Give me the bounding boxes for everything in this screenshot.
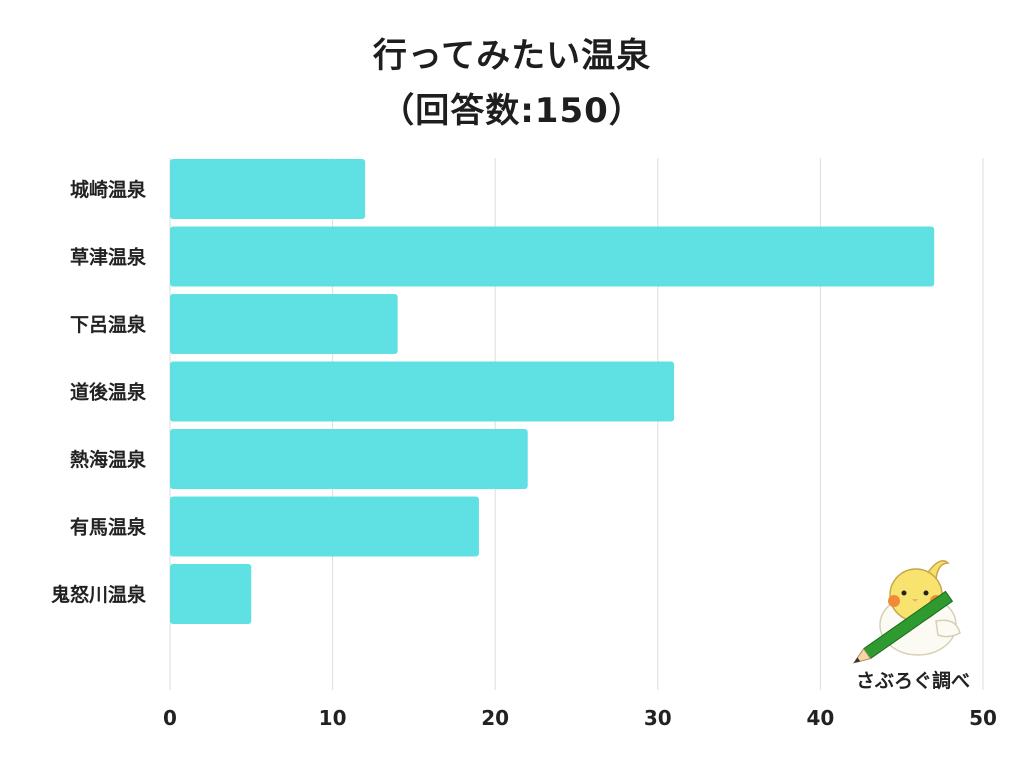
x-tick-label: 30: [644, 706, 672, 730]
category-label: 下呂温泉: [70, 313, 147, 336]
source-credit: さぶろぐ調べ: [855, 670, 970, 692]
bar: [170, 564, 252, 624]
bar: [170, 429, 528, 489]
bar: [170, 294, 398, 354]
x-tick-label: 10: [319, 706, 347, 730]
category-label: 道後温泉: [70, 381, 147, 404]
bird-mascot-icon: [852, 560, 961, 664]
category-label: 有馬温泉: [70, 516, 147, 539]
x-tick-label: 20: [481, 706, 509, 730]
bar: [170, 361, 675, 422]
x-tick-label: 40: [806, 706, 834, 730]
bar: [170, 226, 935, 287]
category-label: 熱海温泉: [70, 448, 147, 471]
category-label: 城崎温泉: [70, 178, 147, 201]
bar: [170, 496, 479, 557]
x-tick-label: 0: [163, 706, 177, 730]
category-label: 鬼怒川温泉: [51, 583, 147, 606]
chart-subtitle: （回答数:150）: [380, 91, 644, 131]
category-label: 草津温泉: [70, 246, 147, 269]
x-tick-label: 50: [969, 706, 997, 730]
chart-title: 行ってみたい温泉: [372, 36, 652, 76]
bar: [170, 159, 366, 219]
